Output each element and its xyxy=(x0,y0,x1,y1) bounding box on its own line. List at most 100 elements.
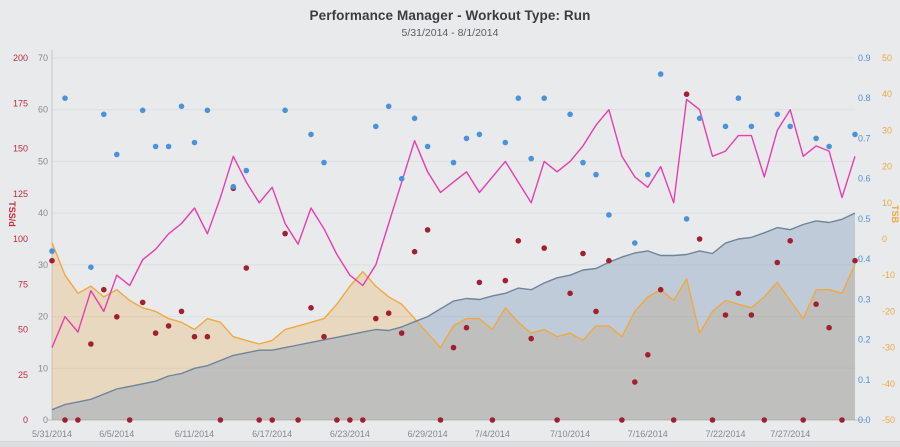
if-point[interactable] xyxy=(165,143,172,150)
if-point[interactable] xyxy=(191,139,198,146)
if-point[interactable] xyxy=(567,111,573,118)
tss-point[interactable] xyxy=(178,308,185,315)
tss-point[interactable] xyxy=(411,248,418,255)
if-point[interactable] xyxy=(606,212,612,218)
tss-point[interactable] xyxy=(295,417,301,423)
tss-point[interactable] xyxy=(385,310,392,317)
if-point[interactable] xyxy=(139,107,146,114)
tss-point[interactable] xyxy=(709,417,716,423)
tss-point[interactable] xyxy=(826,324,832,331)
if-point[interactable] xyxy=(152,143,159,150)
if-point[interactable] xyxy=(528,155,534,162)
tss-point[interactable] xyxy=(606,257,612,264)
tss-point[interactable] xyxy=(424,227,431,233)
if-point[interactable] xyxy=(541,95,547,101)
tss-point[interactable] xyxy=(813,301,819,308)
tss-point[interactable] xyxy=(152,330,159,336)
if-point[interactable] xyxy=(645,171,651,178)
tss-point[interactable] xyxy=(191,333,198,340)
tss-point[interactable] xyxy=(619,417,625,423)
tss-point[interactable] xyxy=(75,417,81,423)
if-point[interactable] xyxy=(632,240,638,246)
if-point[interactable] xyxy=(683,216,690,222)
if-point[interactable] xyxy=(580,159,586,166)
if-point[interactable] xyxy=(101,111,107,118)
tss-point[interactable] xyxy=(463,324,470,331)
tss-point[interactable] xyxy=(580,250,586,257)
tss-point[interactable] xyxy=(502,277,509,284)
if-point[interactable] xyxy=(321,159,327,166)
if-point[interactable] xyxy=(515,95,522,101)
if-point[interactable] xyxy=(852,131,858,138)
tss-point[interactable] xyxy=(62,417,68,423)
tss-point[interactable] xyxy=(437,417,444,423)
if-point[interactable] xyxy=(657,71,664,77)
tss-point[interactable] xyxy=(398,330,405,336)
if-point[interactable] xyxy=(774,111,781,118)
tss-point[interactable] xyxy=(450,344,457,351)
if-point[interactable] xyxy=(787,123,793,130)
tss-point[interactable] xyxy=(645,352,651,358)
if-point[interactable] xyxy=(385,103,392,110)
if-point[interactable] xyxy=(813,135,819,142)
if-point[interactable] xyxy=(398,175,405,182)
tss-point[interactable] xyxy=(373,315,379,322)
tss-point[interactable] xyxy=(670,417,677,423)
tss-point[interactable] xyxy=(360,417,366,423)
tss-point[interactable] xyxy=(114,314,120,320)
tss-point[interactable] xyxy=(489,417,496,423)
tss-point[interactable] xyxy=(101,286,107,293)
tss-point[interactable] xyxy=(554,417,560,423)
if-point[interactable] xyxy=(450,159,457,166)
tss-point[interactable] xyxy=(632,379,638,385)
tss-point[interactable] xyxy=(308,305,314,311)
tss-point[interactable] xyxy=(321,333,327,340)
tss-point[interactable] xyxy=(800,417,806,423)
if-point[interactable] xyxy=(88,264,94,271)
tss-point[interactable] xyxy=(593,308,599,315)
if-point[interactable] xyxy=(722,123,729,130)
tss-point[interactable] xyxy=(256,417,263,423)
tss-point[interactable] xyxy=(243,265,250,271)
tss-point[interactable] xyxy=(165,323,172,329)
if-point[interactable] xyxy=(424,143,431,150)
if-point[interactable] xyxy=(373,123,379,130)
if-point[interactable] xyxy=(476,131,483,138)
tss-point[interactable] xyxy=(567,290,573,297)
tss-point[interactable] xyxy=(347,417,353,423)
tss-point[interactable] xyxy=(204,333,211,340)
tss-point[interactable] xyxy=(126,417,133,423)
tss-point[interactable] xyxy=(761,417,768,423)
tss-point[interactable] xyxy=(735,290,742,297)
if-point[interactable] xyxy=(502,139,509,146)
if-point[interactable] xyxy=(748,123,755,130)
if-point[interactable] xyxy=(62,95,68,101)
tss-point[interactable] xyxy=(528,335,534,342)
if-point[interactable] xyxy=(114,151,120,158)
if-point[interactable] xyxy=(735,95,742,101)
tss-point[interactable] xyxy=(839,417,845,423)
tss-point[interactable] xyxy=(269,417,276,423)
tss-point[interactable] xyxy=(852,257,858,264)
if-point[interactable] xyxy=(204,107,211,114)
tss-point[interactable] xyxy=(334,417,340,423)
tss-point[interactable] xyxy=(683,91,690,97)
tss-point[interactable] xyxy=(748,312,755,318)
tss-point[interactable] xyxy=(88,341,94,347)
tss-point[interactable] xyxy=(541,245,547,251)
if-point[interactable] xyxy=(411,115,418,122)
if-point[interactable] xyxy=(826,143,832,150)
if-point[interactable] xyxy=(282,107,288,114)
tss-point[interactable] xyxy=(722,312,729,318)
tss-point[interactable] xyxy=(476,279,483,286)
if-point[interactable] xyxy=(243,167,250,174)
tss-point[interactable] xyxy=(774,259,781,266)
if-point[interactable] xyxy=(308,131,314,138)
if-point[interactable] xyxy=(593,171,599,178)
tss-point[interactable] xyxy=(657,286,664,293)
if-point[interactable] xyxy=(230,183,237,190)
if-point[interactable] xyxy=(463,135,470,142)
tss-point[interactable] xyxy=(217,417,224,423)
tss-point[interactable] xyxy=(49,257,55,264)
tss-point[interactable] xyxy=(139,299,146,306)
